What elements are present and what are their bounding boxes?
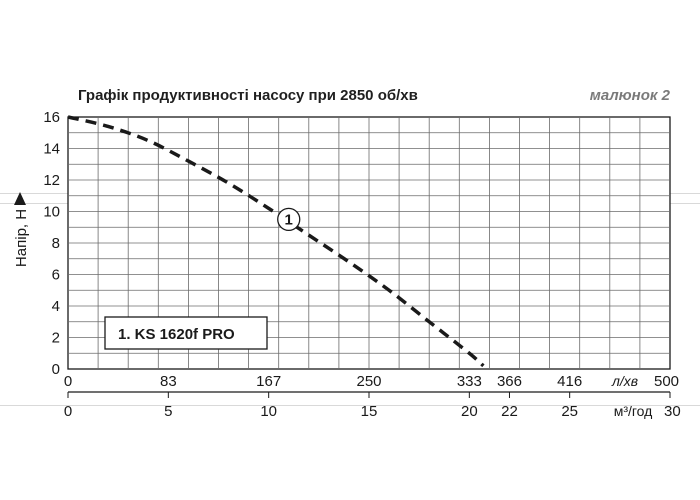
x-m3h-tick-label: 0: [64, 403, 72, 420]
x-lmin-tick-label: 366: [497, 373, 522, 390]
series-marker-circle: [277, 207, 301, 232]
y-tick-label: 10: [43, 204, 60, 221]
legend-frame: [104, 316, 268, 350]
x-lmin-tick-label: 500: [654, 373, 679, 390]
y-tick-label: 8: [52, 235, 60, 252]
y-axis-label: Напір, Н: [13, 209, 30, 267]
series-curve-group: 1: [67, 115, 485, 368]
x-lmin-unit-label: л/хв: [611, 373, 638, 389]
y-tick-label: 14: [43, 141, 60, 158]
x-lmin-tick-label: 333: [457, 373, 482, 390]
x-lmin-tick-label: 416: [557, 373, 582, 390]
series-marker-label: 1: [285, 211, 293, 228]
x-m3h-tick-label: 15: [361, 403, 378, 420]
x-lmin-tick-label: 83: [160, 373, 177, 390]
y-tick-label: 4: [52, 298, 60, 315]
x-lmin-tick-label: 167: [256, 373, 281, 390]
y-tick-label: 6: [52, 267, 60, 284]
y-tick-label: 2: [52, 330, 60, 347]
x-lmin-tick-label: 250: [356, 373, 381, 390]
legend-box: 1. KS 1620f PRO: [104, 316, 268, 350]
y-tick-label: 16: [43, 109, 60, 126]
y-tick-label: 12: [43, 172, 60, 189]
x-m3h-tick-label: 25: [561, 403, 578, 420]
x-lmin-tick-label: 0: [64, 373, 72, 390]
x-m3h-tick-label: 20: [461, 403, 478, 420]
x-m3h-tick-label: 22: [501, 403, 518, 420]
y-tick-label: 0: [52, 361, 60, 378]
chart-title: Графік продуктивності насосу при 2850 об…: [78, 87, 418, 104]
y-axis-arrow-icon: [14, 192, 26, 205]
x-m3h-tick-label: 10: [260, 403, 277, 420]
legend-entry-1: 1. KS 1620f PRO: [118, 326, 235, 343]
x-m3h-tick-label: 30: [664, 403, 681, 420]
figure-label: малюнок 2: [590, 87, 671, 104]
decorative-rule-bottom: [0, 405, 700, 406]
x-m3h-unit-label: м³/год: [614, 403, 653, 419]
series-line-1: [67, 115, 485, 368]
x-m3h-tick-label: 5: [164, 403, 172, 420]
